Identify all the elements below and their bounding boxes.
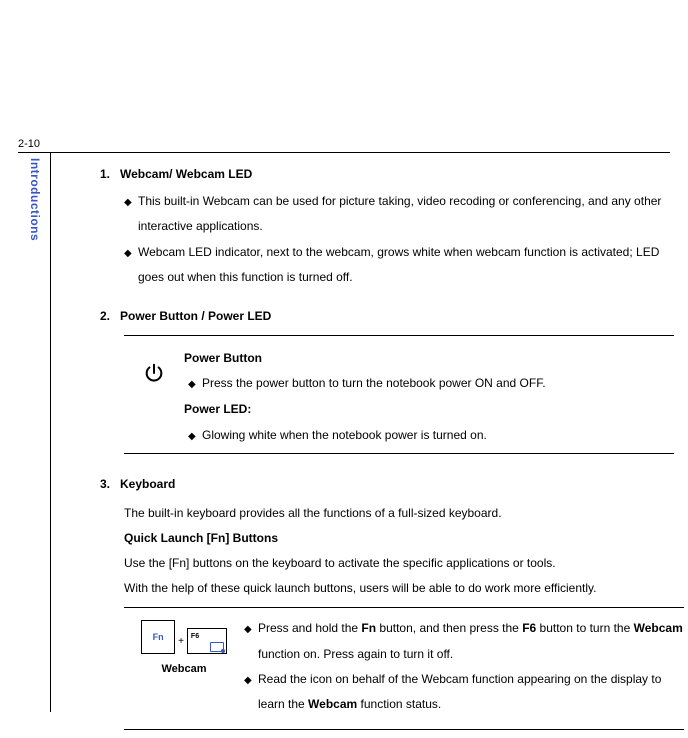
f6-key-icon: F6 [187, 628, 227, 654]
bullet-text: Webcam LED indicator, next to the webcam… [138, 240, 678, 290]
bullet-icon: ◆ [244, 617, 258, 642]
text: button, and then press the [376, 621, 522, 635]
bullet-text: Press the power button to turn the noteb… [202, 371, 674, 396]
section-3-p2: Use the [Fn] buttons on the keyboard to … [124, 551, 684, 576]
bullet-icon: ◆ [188, 372, 202, 397]
bullet: ◆ Press the power button to turn the not… [188, 371, 674, 397]
bullet: ◆ Press and hold the Fn button, and then… [244, 616, 684, 666]
vertical-rule [50, 152, 51, 712]
section-3-number: 3. [100, 472, 120, 497]
rule [124, 453, 674, 454]
section-3-title: Keyboard [120, 472, 175, 497]
key-combo-caption: Webcam [161, 658, 206, 681]
rule [124, 607, 684, 608]
section-3-right: ◆ Press and hold the Fn button, and then… [244, 616, 684, 717]
side-tab-label: Introductions [22, 158, 42, 241]
key-combo-cell: Fn + F6 Webcam [124, 616, 244, 681]
section-3-subheading: Quick Launch [Fn] Buttons [124, 526, 684, 551]
rule [124, 335, 674, 336]
key-row: Fn + F6 [141, 620, 227, 654]
section-2-heading: 2. Power Button / Power LED [100, 304, 678, 329]
f6-key-label: F6 [191, 630, 199, 645]
bullet-text: Press and hold the Fn button, and then p… [258, 616, 684, 666]
bold-text: F6 [522, 621, 536, 635]
power-led-subheading: Power LED: [184, 397, 674, 422]
section-1-heading: 1. Webcam/ Webcam LED [100, 162, 678, 187]
page-number: 2-10 [18, 138, 40, 150]
power-icon [143, 362, 165, 384]
section-1-bullets: ◆ This built-in Webcam can be used for p… [124, 189, 678, 290]
bold-text: Fn [361, 621, 376, 635]
section-3-row: Fn + F6 Webcam ◆ Press and hold [124, 612, 684, 725]
text: button to turn the [536, 621, 633, 635]
bullet-icon: ◆ [244, 668, 258, 693]
power-icon-cell [124, 340, 184, 384]
section-2-title: Power Button / Power LED [120, 304, 271, 329]
fn-key-label: Fn [153, 628, 164, 647]
top-rule [18, 152, 670, 153]
fn-key-icon: Fn [141, 620, 175, 654]
bullet: ◆ Glowing white when the notebook power … [188, 423, 674, 449]
bullet-text: Read the icon on behalf of the Webcam fu… [258, 667, 684, 717]
bullet-text: This built-in Webcam can be used for pic… [138, 189, 678, 239]
text: function status. [357, 697, 441, 711]
bullet-icon: ◆ [124, 241, 138, 266]
bold-text: Webcam [308, 697, 357, 711]
section-3-heading: 3. Keyboard [100, 472, 678, 497]
bullet-icon: ◆ [188, 424, 202, 449]
bullet: ◆ Read the icon on behalf of the Webcam … [244, 667, 684, 717]
webcam-glyph-icon [210, 642, 224, 652]
bullet: ◆ Webcam LED indicator, next to the webc… [124, 240, 678, 290]
section-2-row: Power Button ◆ Press the power button to… [124, 340, 674, 448]
text: Press and hold the [258, 621, 361, 635]
text: function on. Press again to turn it off. [258, 647, 453, 661]
plus-icon: + [177, 631, 185, 654]
section-1-title: Webcam/ Webcam LED [120, 162, 252, 187]
section-2-number: 2. [100, 304, 120, 329]
section-1-number: 1. [100, 162, 120, 187]
rule [124, 729, 684, 730]
power-button-subheading: Power Button [184, 346, 674, 371]
section-3-table: Fn + F6 Webcam ◆ Press and hold [124, 607, 684, 730]
section-2-body: Power Button ◆ Press the power button to… [184, 340, 674, 448]
bullet-icon: ◆ [124, 190, 138, 215]
section-3-p3: With the help of these quick launch butt… [124, 576, 684, 601]
page: 2-10 Introductions 1. Webcam/ Webcam LED… [0, 0, 688, 738]
content: 1. Webcam/ Webcam LED ◆ This built-in We… [100, 162, 678, 734]
section-3-p1: The built-in keyboard provides all the f… [124, 501, 684, 526]
section-3-body: The built-in keyboard provides all the f… [124, 501, 684, 602]
bullet-text: Glowing white when the notebook power is… [202, 423, 674, 448]
bullet: ◆ This built-in Webcam can be used for p… [124, 189, 678, 239]
section-2-table: Power Button ◆ Press the power button to… [124, 335, 674, 453]
bold-text: Webcam [634, 621, 683, 635]
